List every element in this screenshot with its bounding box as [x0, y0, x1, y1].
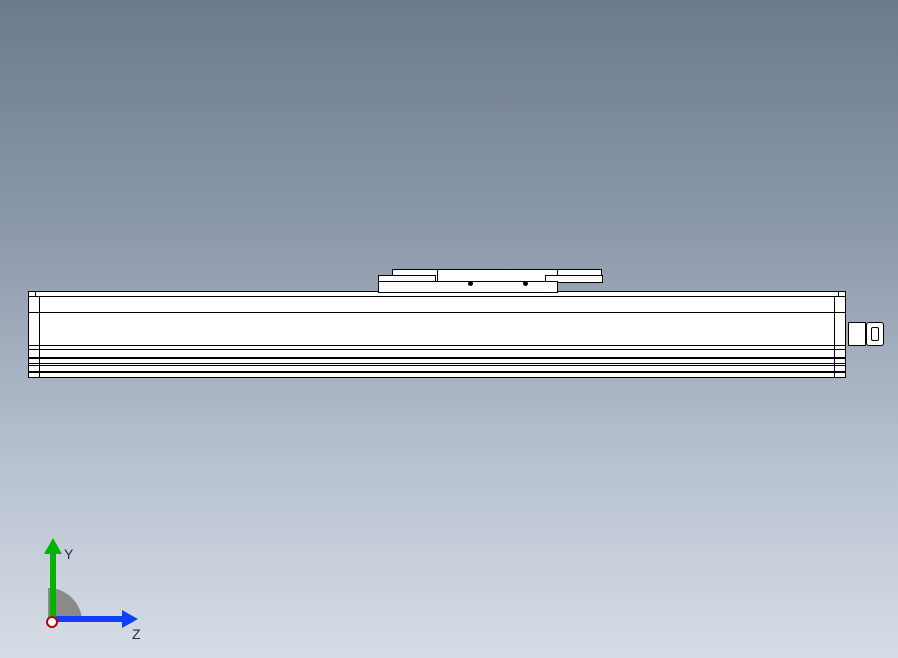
- profile-line: [29, 365, 845, 366]
- axis-y-arrow: [44, 538, 62, 554]
- triad-origin: [46, 616, 58, 628]
- cad-viewport[interactable]: Y Z: [0, 0, 898, 658]
- view-triad: Y Z: [28, 540, 148, 640]
- profile-line: [29, 357, 845, 359]
- end-ring: [866, 322, 884, 346]
- axis-y: [50, 550, 56, 618]
- profile-line: [29, 363, 845, 364]
- axis-y-label: Y: [64, 546, 73, 562]
- profile-line: [29, 371, 845, 373]
- end-boss: [848, 322, 866, 346]
- linear-rail-body: [28, 296, 846, 378]
- end-ring-bore: [871, 327, 879, 341]
- profile-line: [29, 312, 845, 313]
- profile-line: [29, 345, 845, 346]
- carriage-hole: [523, 281, 528, 286]
- profile-line: [29, 349, 845, 350]
- axis-z-label: Z: [132, 626, 141, 642]
- carriage-hole: [468, 281, 473, 286]
- axis-z: [56, 616, 124, 622]
